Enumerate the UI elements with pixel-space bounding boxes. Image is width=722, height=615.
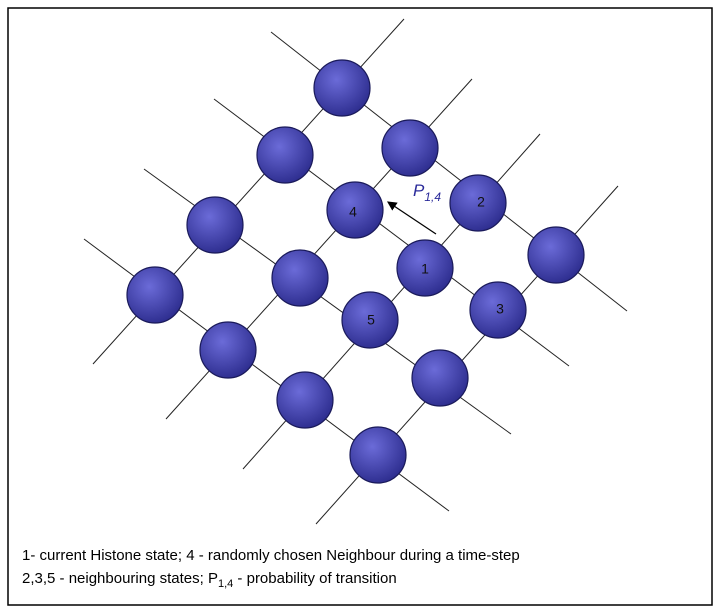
annotation-subscript: 1,4 <box>424 190 441 204</box>
node-label: 3 <box>496 301 504 317</box>
node-label: 5 <box>367 312 375 328</box>
caption-line: 2,3,5 - neighbouring states; P1,4 - prob… <box>22 570 397 590</box>
transition-arrow <box>387 201 437 235</box>
annotation: P1,4 <box>413 181 441 204</box>
caption-text: - probability of transition <box>233 570 396 587</box>
node-label: 1 <box>421 261 429 277</box>
annotation-text: P <box>413 181 425 200</box>
caption-line: 1- current Histone state; 4 - randomly c… <box>22 547 520 564</box>
caption-text: 2,3,5 - neighbouring states; P <box>22 570 218 587</box>
lattice-nodes <box>126 59 585 484</box>
node-label: 4 <box>349 204 357 220</box>
node-label: 2 <box>477 194 485 210</box>
caption-subscript: 1,4 <box>218 578 233 590</box>
